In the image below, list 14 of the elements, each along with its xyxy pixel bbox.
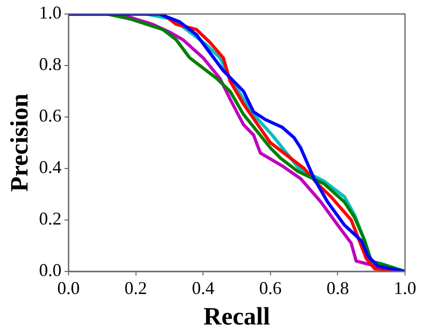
y-tick-label: 0.0	[39, 260, 62, 280]
y-tick-label: 0.6	[39, 106, 62, 126]
y-tick-label: 0.4	[39, 157, 62, 178]
y-tick-label: 0.8	[39, 54, 62, 74]
x-axis-title: Recall	[203, 303, 270, 330]
y-tick-label: 0.2	[39, 208, 62, 229]
y-axis-title: Precision	[6, 94, 34, 192]
x-tick-label: 0.0	[57, 278, 80, 298]
x-tick-label: 1.0	[394, 278, 416, 298]
x-tick-label: 0.6	[259, 278, 282, 298]
x-tick-label: 0.2	[124, 278, 148, 298]
x-tick-label: 0.8	[326, 278, 349, 298]
y-tick-label: 1.0	[39, 2, 62, 23]
x-tick-label: 0.4	[192, 278, 214, 298]
